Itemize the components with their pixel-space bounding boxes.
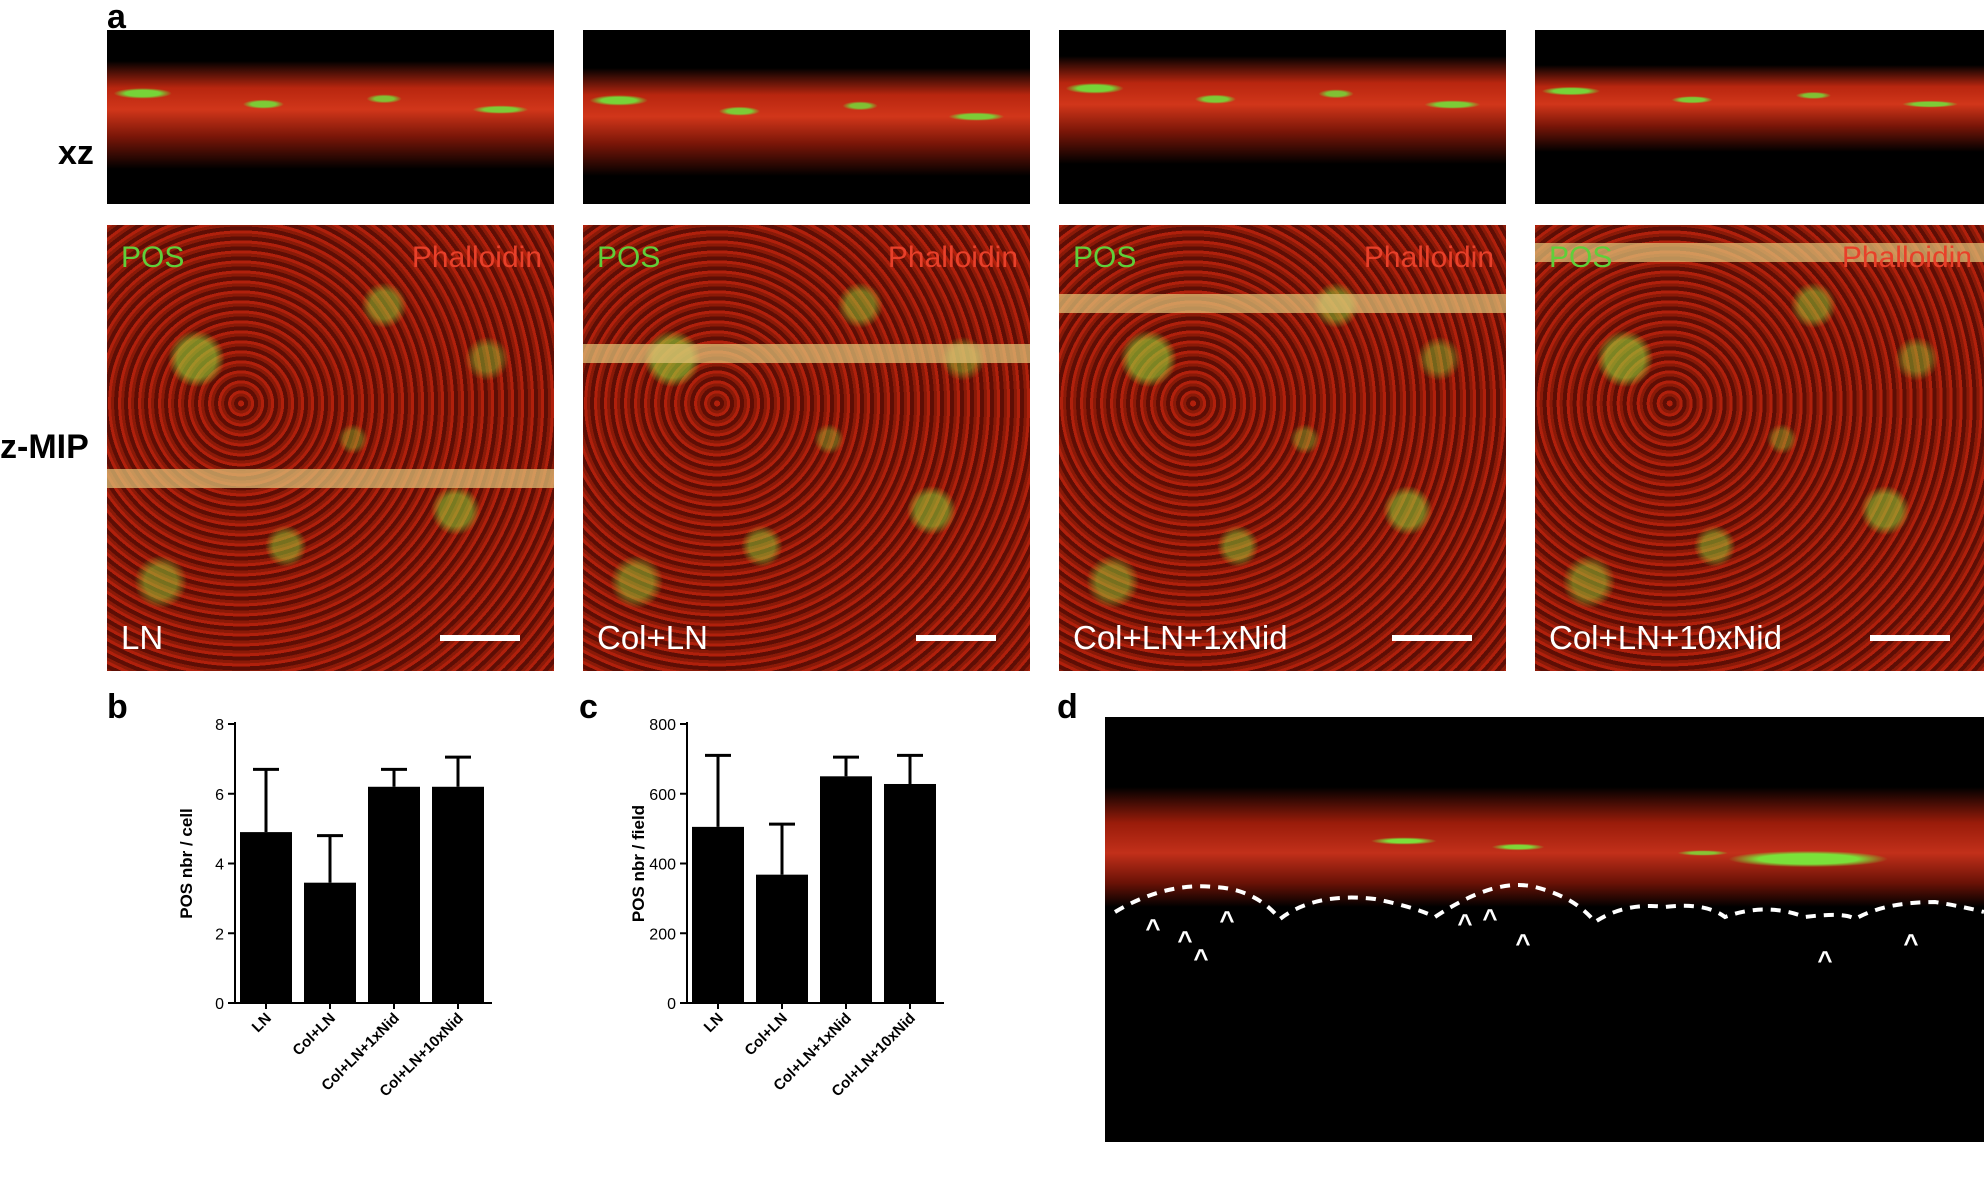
chart-b-bar [432,786,484,1003]
marker-arrowhead: ^ [1482,903,1497,933]
xz-image-col-ln [583,30,1030,204]
marker-arrowhead: ^ [1219,905,1234,935]
chart-b-bar [304,882,356,1003]
basal-boundary-dashed-line [1113,883,1984,925]
xz-image-col-ln-10xnid [1535,30,1984,204]
chart-b-y-tick-label: 0 [215,996,224,1013]
chart-b-x-tick-label: LN [249,1010,275,1036]
chart-c-x-tick-label: Col+LN [741,1010,790,1059]
marker-arrowhead: ^ [1515,928,1530,958]
zmip-image-col-ln: POS Phalloidin Col+LN [583,225,1030,671]
chart-c-y-tick-label: 200 [649,926,676,943]
chart-c-y-axis-label: POS nbr / field [629,805,648,922]
chart-c-y-tick-label: 0 [667,996,676,1013]
chart-b-y-tick-label: 6 [215,787,224,804]
chart-b-y-axis-label: POS nbr / cell [177,808,196,919]
xz-image-ln [107,30,554,204]
marker-arrowhead: ^ [1177,925,1192,955]
chart-c-x-tick-label: LN [701,1010,727,1036]
chart-c-bar [756,874,808,1003]
xz-image-col-ln-1xnid [1059,30,1506,204]
zmip-image-ln: POS Phalloidin LN [107,225,554,671]
chart-c-bar [820,776,872,1003]
label-phalloidin: Phalloidin [1363,241,1494,274]
row-label-xz: xz [58,134,94,172]
marker-arrowhead: ^ [1145,913,1160,943]
chart-b-y-tick-label: 2 [215,926,224,943]
chart-c-y-tick-label: 400 [649,857,676,874]
label-phalloidin: Phalloidin [887,241,1018,274]
panel-letter-d: d [1057,688,1078,726]
panel-letter-a: a [107,0,126,36]
chart-b-x-tick-label: Col+LN [289,1010,338,1059]
scale-bar [1870,635,1950,641]
scale-bar [1392,635,1472,641]
chart-b-y-tick-label: 8 [215,717,224,734]
label-condition: LN [121,619,164,656]
chart-b-y-tick-label: 4 [215,857,224,874]
chart-b-bar [368,786,420,1003]
label-condition: Col+LN+10xNid [1549,619,1782,656]
label-phalloidin: Phalloidin [411,241,542,274]
scale-bar [916,635,996,641]
chart-c-bar [692,826,744,1003]
label-pos: POS [121,241,185,274]
xz-detail-image: ^ ^ ^ ^ ^ ^ ^ ^ ^ [1105,717,1984,1142]
label-pos: POS [1549,241,1613,274]
label-phalloidin: Phalloidin [1841,241,1972,274]
marker-arrowhead: ^ [1903,928,1918,958]
zmip-image-col-ln-10xnid: POS Phalloidin Col+LN+10xNid [1535,225,1984,671]
marker-arrowhead: ^ [1193,943,1208,973]
chart-b-bar [240,832,292,1003]
xz-detail-overlay: ^ ^ ^ ^ ^ ^ ^ ^ ^ [1113,883,1984,975]
label-pos: POS [1073,241,1137,274]
chart-c-y-tick-label: 600 [649,787,676,804]
panel-letter-b: b [107,688,128,726]
panel-letter-c: c [579,688,598,726]
label-condition: Col+LN+1xNid [1073,619,1288,656]
marker-arrowhead: ^ [1817,945,1832,975]
chart-c-y-tick-label: 800 [649,717,676,734]
zmip-image-col-ln-1xnid: POS Phalloidin Col+LN+1xNid [1059,225,1506,671]
label-condition: Col+LN [597,619,708,656]
marker-arrowhead: ^ [1457,908,1472,938]
scale-bar [440,635,520,641]
chart-c-bar [884,783,936,1003]
row-label-zmip: z-MIP [0,428,89,466]
label-pos: POS [597,241,661,274]
